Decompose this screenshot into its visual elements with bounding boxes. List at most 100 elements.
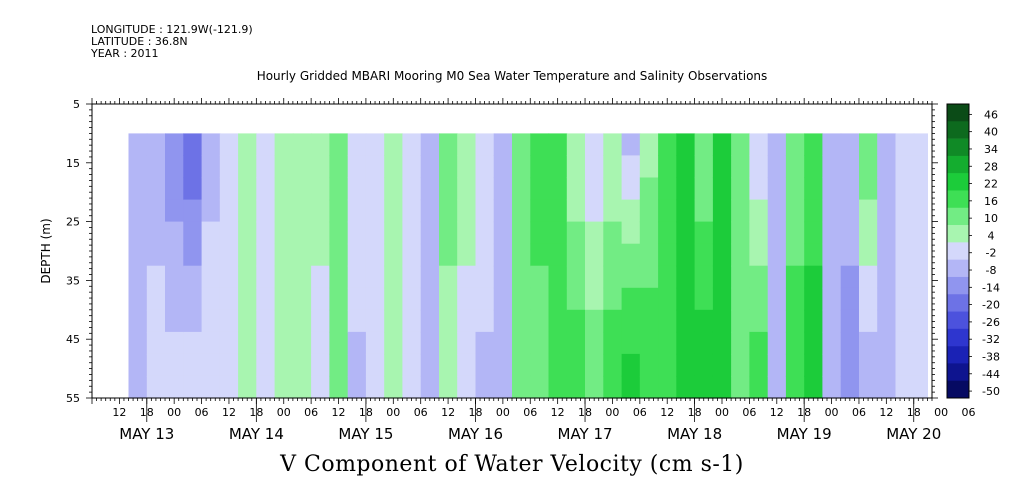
heatmap-cell [402, 309, 422, 333]
heatmap-cell [676, 287, 696, 311]
heatmap-cell [785, 133, 805, 156]
heatmap-cell [183, 353, 203, 377]
heatmap-cell [256, 353, 276, 377]
x-hour-label: 18 [797, 406, 811, 419]
colorbar-swatch [947, 104, 969, 122]
heatmap-cell [420, 287, 440, 311]
heatmap-cell [566, 199, 586, 223]
heatmap-cell [603, 375, 623, 399]
heatmap-cell [475, 375, 495, 399]
heatmap-cell [146, 133, 166, 156]
heatmap-cell [840, 243, 860, 267]
heatmap-cell [165, 133, 184, 156]
heatmap-cell [475, 331, 495, 355]
heatmap-cell [767, 309, 787, 333]
colorbar-label: -44 [982, 368, 1000, 381]
heatmap-cell [512, 353, 531, 377]
heatmap-cell [822, 243, 842, 267]
heatmap-cell [420, 309, 440, 333]
heatmap-cell [712, 265, 732, 289]
heatmap-cell [475, 309, 495, 333]
heatmap-cell [840, 287, 860, 311]
heatmap-cell [913, 177, 928, 201]
heatmap-cell [128, 375, 148, 399]
heatmap-cell [603, 243, 623, 267]
heatmap-cell [384, 375, 404, 399]
heatmap-cell [749, 177, 769, 201]
heatmap-cell [749, 133, 769, 156]
heatmap-cell [877, 199, 897, 223]
heatmap-cell [840, 353, 860, 377]
heatmap-cell [128, 221, 148, 245]
heatmap-cell [274, 243, 294, 267]
heatmap-cell [603, 287, 623, 311]
heatmap-cell [840, 177, 860, 201]
heatmap-cell [256, 199, 276, 223]
heatmap-cell [530, 177, 550, 201]
heatmap-cell [439, 199, 458, 223]
heatmap-cell [822, 133, 842, 156]
heatmap-cell [256, 221, 276, 245]
heatmap-cell [219, 375, 239, 399]
heatmap-cell [566, 243, 586, 267]
heatmap-cell [146, 265, 166, 289]
colorbar-label: -32 [982, 333, 1000, 346]
heatmap-cell [877, 221, 897, 245]
x-hour-label: 06 [304, 406, 318, 419]
x-date-label: MAY 15 [338, 425, 393, 443]
heatmap-cell [585, 331, 604, 355]
heatmap-cell [457, 133, 477, 156]
heatmap-cell [694, 309, 714, 333]
heatmap-cell [292, 309, 312, 333]
heatmap-cell [621, 177, 641, 201]
heatmap-cell [530, 287, 550, 311]
heatmap-cell [877, 309, 897, 333]
y-tick-label: 55 [66, 392, 80, 405]
heatmap-cell [201, 199, 221, 223]
heatmap-cell [457, 221, 477, 245]
heatmap-cell [420, 331, 440, 355]
heatmap-cell [731, 375, 750, 399]
heatmap-cell [274, 309, 294, 333]
y-tick-label: 15 [66, 157, 80, 170]
colorbar-swatch [947, 155, 969, 174]
heatmap-cell [292, 265, 312, 289]
heatmap-cell [804, 243, 824, 267]
heatmap-cell [365, 353, 385, 377]
colorbar-swatch [947, 242, 969, 260]
heatmap-cell [475, 243, 495, 267]
heatmap-cell [384, 243, 404, 267]
heatmap-cell [749, 155, 769, 179]
heatmap-cell [274, 265, 294, 289]
x-hour-label: 18 [578, 406, 592, 419]
heatmap-cell [658, 133, 677, 156]
heatmap-cell [822, 287, 842, 311]
heatmap-cell [712, 133, 732, 156]
heatmap-cell [201, 375, 221, 399]
heatmap-cell [165, 199, 184, 223]
heatmap-cell [712, 243, 732, 267]
heatmap-cell [420, 155, 440, 179]
heatmap-cell [639, 243, 659, 267]
heatmap-cell [274, 331, 294, 355]
heatmap-cell [292, 243, 312, 267]
heatmap-cell [165, 353, 184, 377]
heatmap-cell [274, 221, 294, 245]
heatmap-cell [877, 177, 897, 201]
heatmap-cell [913, 309, 928, 333]
heatmap-cell [658, 353, 677, 377]
heatmap-cell [256, 331, 276, 355]
heatmap-cell [384, 177, 404, 201]
heatmap-cell [895, 353, 915, 377]
heatmap-cell [621, 331, 641, 355]
heatmap-cell [475, 287, 495, 311]
heatmap-cell [274, 177, 294, 201]
heatmap-cell [895, 309, 915, 333]
heatmap-cell [347, 265, 367, 289]
heatmap-cell [749, 287, 769, 311]
heatmap-cell [712, 375, 732, 399]
heatmap-cell [420, 265, 440, 289]
heatmap-cell [694, 353, 714, 377]
heatmap-cell [603, 221, 623, 245]
